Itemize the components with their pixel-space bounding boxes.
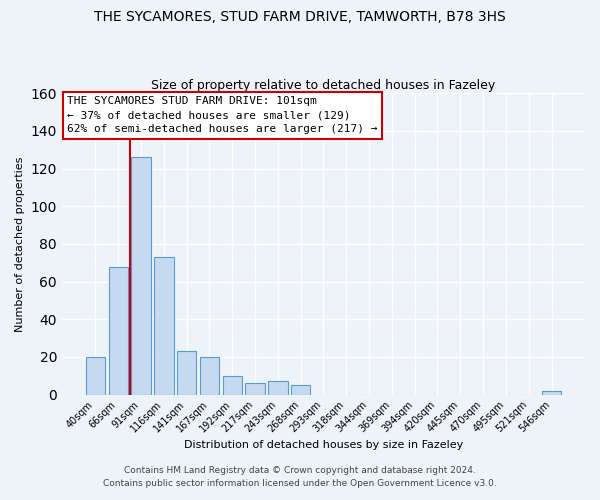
X-axis label: Distribution of detached houses by size in Fazeley: Distribution of detached houses by size … <box>184 440 463 450</box>
Bar <box>542 391 561 394</box>
Bar <box>268 382 287 394</box>
Bar <box>245 384 265 394</box>
Text: Contains HM Land Registry data © Crown copyright and database right 2024.
Contai: Contains HM Land Registry data © Crown c… <box>103 466 497 487</box>
Bar <box>223 376 242 394</box>
Y-axis label: Number of detached properties: Number of detached properties <box>15 156 25 332</box>
Bar <box>154 257 173 394</box>
Bar <box>177 352 196 395</box>
Text: THE SYCAMORES, STUD FARM DRIVE, TAMWORTH, B78 3HS: THE SYCAMORES, STUD FARM DRIVE, TAMWORTH… <box>94 10 506 24</box>
Bar <box>86 357 105 395</box>
Text: THE SYCAMORES STUD FARM DRIVE: 101sqm
← 37% of detached houses are smaller (129): THE SYCAMORES STUD FARM DRIVE: 101sqm ← … <box>67 96 377 134</box>
Bar <box>109 266 128 394</box>
Bar <box>291 385 310 394</box>
Bar <box>200 357 219 395</box>
Title: Size of property relative to detached houses in Fazeley: Size of property relative to detached ho… <box>151 79 496 92</box>
Bar <box>131 157 151 394</box>
